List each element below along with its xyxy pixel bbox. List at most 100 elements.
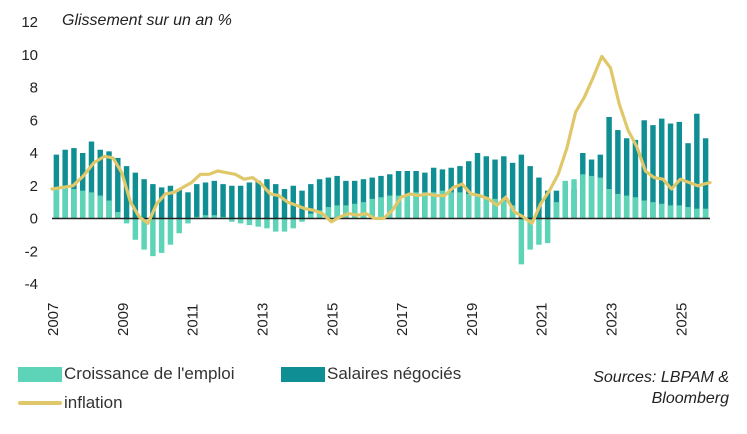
employment-bar (483, 197, 489, 219)
x-tick-label: 2015 (324, 303, 341, 336)
wage-bar (509, 162, 516, 219)
employment-bar (553, 202, 560, 219)
employment-bar (448, 192, 454, 219)
employment-bar (580, 174, 586, 219)
employment-bar (676, 205, 683, 219)
wage-bar (606, 116, 612, 219)
wage-bar (650, 125, 656, 219)
employment-bar (150, 218, 156, 257)
wage-bar (132, 172, 139, 219)
wage-bar (79, 153, 86, 219)
employment-bar (71, 189, 77, 219)
wage-bar (325, 177, 332, 219)
employment-bar (308, 213, 314, 219)
wage-bar (115, 157, 121, 219)
chart-subtitle: Glissement sur un an % (62, 12, 232, 29)
wage-bar (255, 180, 261, 219)
employment-bar (158, 218, 165, 253)
y-tick-label: 4 (30, 145, 38, 162)
employment-bar (685, 207, 691, 219)
employment-bar (694, 208, 700, 219)
employment-bar (667, 205, 674, 219)
employment-bar (562, 180, 568, 219)
legend-employment-label: Croissance de l'emploi (64, 364, 235, 383)
wage-bar (290, 185, 296, 219)
x-tick-label: 2025 (673, 303, 690, 336)
employment-bar (123, 218, 130, 224)
wage-bar (474, 153, 481, 219)
employment-bar (632, 197, 639, 219)
employment-bar (194, 216, 200, 219)
legend-inflation-label: inflation (64, 393, 123, 412)
source-note: Sources: LBPAM & Bloomberg (593, 367, 729, 409)
employment-bar (623, 195, 630, 219)
employment-bar (466, 193, 472, 219)
wage-bar (150, 184, 156, 219)
employment-bar (97, 195, 103, 219)
wage-bar (518, 154, 525, 219)
wage-bar (334, 175, 340, 219)
employment-bar (369, 198, 375, 219)
employment-bar (492, 198, 498, 219)
source-line-2: Bloomberg (651, 390, 729, 407)
wage-bar (246, 182, 253, 219)
wage-bar (544, 190, 551, 219)
employment-bar (211, 215, 218, 219)
employment-bar (141, 218, 147, 250)
employment-bar (588, 175, 595, 219)
wage-bar (158, 187, 165, 219)
wage-bar (264, 179, 270, 219)
wage-bar (702, 138, 709, 219)
employment-bar (62, 187, 68, 219)
employment-bar (351, 203, 358, 219)
wage-bar (694, 113, 700, 219)
employment-bar (132, 218, 139, 240)
wage-bar (492, 159, 498, 219)
employment-bar (518, 218, 525, 265)
employment-bar (474, 195, 481, 219)
x-tick-label: 2013 (254, 303, 271, 336)
employment-bar (641, 200, 647, 219)
employment-bar (395, 195, 402, 219)
employment-bar (299, 218, 305, 222)
employment-bar (176, 218, 182, 234)
employment-bar (457, 192, 463, 219)
y-tick-label: 6 (30, 112, 38, 129)
y-axis: -4 -2 0 2 4 6 8 10 12 (21, 14, 38, 293)
wage-bar (167, 185, 174, 219)
legend-wages-label: Salaires négociés (327, 364, 462, 383)
wage-bar (237, 185, 244, 219)
employment-bar (702, 208, 709, 219)
employment-bar (439, 190, 446, 219)
legend-wages: Salaires négociés (281, 364, 461, 384)
wage-bar (536, 177, 542, 219)
wage-bar (483, 156, 489, 219)
employment-bar (650, 202, 656, 219)
legend-inflation: inflation (18, 393, 123, 413)
employment-bar (343, 205, 349, 219)
employment-bar (544, 218, 551, 244)
employment-bar (615, 193, 621, 219)
wage-bar (202, 182, 209, 219)
wage-bar (615, 130, 621, 219)
x-tick-label: 2011 (185, 304, 202, 336)
y-tick-label: 8 (30, 80, 38, 97)
employment-bar (273, 218, 279, 232)
inflation-layer (50, 54, 712, 225)
x-tick-label: 2007 (45, 303, 62, 336)
employment-bar (237, 218, 244, 224)
wage-bar (351, 180, 358, 219)
y-tick-label: 0 (30, 211, 38, 228)
wage-bar (53, 154, 60, 219)
employment-bar (185, 218, 191, 224)
legend-wages-swatch (281, 366, 325, 382)
employment-bar (53, 189, 60, 219)
employment-bar (413, 192, 419, 219)
employment-bar (106, 200, 112, 219)
wage-bar (229, 185, 235, 219)
employment-bar (606, 189, 612, 219)
wage-bar (527, 166, 533, 219)
employment-bar (88, 192, 95, 219)
wage-bar (501, 156, 507, 219)
wage-bar (316, 179, 323, 219)
